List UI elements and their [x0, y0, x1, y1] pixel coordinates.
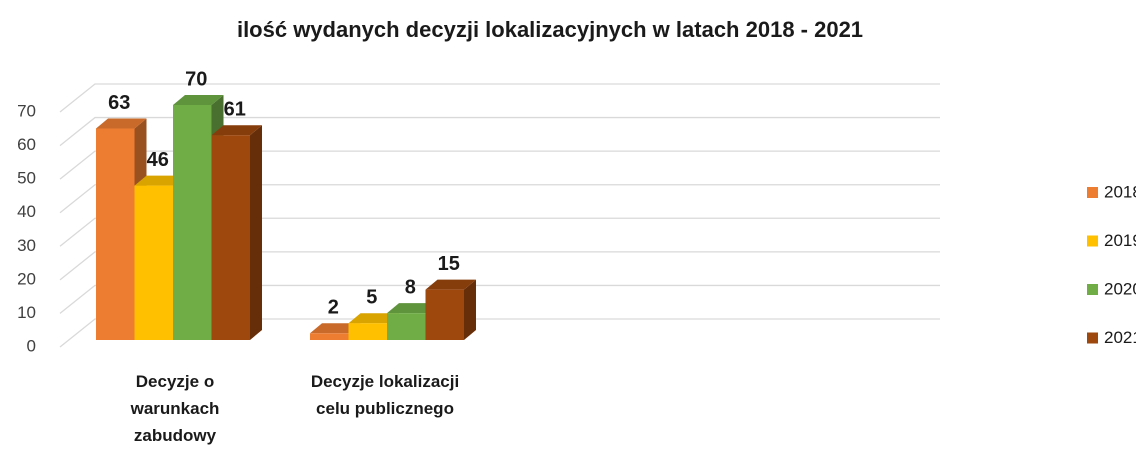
- y-tick-label: 20: [17, 269, 36, 288]
- bar: [425, 289, 464, 340]
- legend-swatch: [1087, 284, 1098, 295]
- data-label: 63: [108, 92, 130, 114]
- data-label: 8: [405, 276, 416, 298]
- y-tick-label: 40: [17, 202, 36, 221]
- bar: [387, 313, 426, 340]
- bar-top: [211, 125, 262, 136]
- legend-label: 2019 r.: [1104, 231, 1136, 250]
- bar-top: [96, 118, 147, 129]
- y-tick-label: 30: [17, 236, 36, 255]
- grid-line: [59, 83, 940, 113]
- grid-line: [59, 184, 940, 214]
- bar-top: [425, 279, 476, 290]
- bar: [173, 105, 212, 340]
- chart-title: ilość wydanych decyzji lokalizacyjnych w…: [237, 17, 863, 42]
- legend-label: 2021: [1104, 328, 1136, 347]
- bar: [134, 185, 173, 340]
- bar-top: [348, 313, 399, 324]
- bar: [348, 323, 387, 340]
- grid-line: [59, 217, 940, 247]
- y-tick-label: 50: [17, 169, 36, 188]
- data-label: 2: [328, 297, 339, 319]
- grid-line: [59, 116, 940, 147]
- category-label: Decyzje o warunkach zabudowy: [130, 372, 220, 445]
- legend-label: 2018 r.: [1104, 182, 1136, 201]
- legend-swatch: [1087, 235, 1098, 247]
- grid-line: [59, 318, 940, 348]
- grid-line: [59, 150, 940, 180]
- bar-top: [310, 323, 361, 334]
- bar: [96, 128, 135, 340]
- y-tick-label: 0: [27, 336, 36, 355]
- data-label: 15: [438, 253, 460, 275]
- legend-swatch: [1087, 332, 1098, 344]
- bar-side: [250, 125, 262, 340]
- data-label: 61: [224, 98, 246, 120]
- y-tick-label: 60: [17, 135, 36, 154]
- grid-line: [59, 284, 940, 314]
- legend-label: 2020 r.: [1104, 279, 1136, 298]
- bar-top: [387, 303, 438, 314]
- bar: [211, 135, 250, 340]
- data-label: 46: [147, 149, 169, 171]
- bar: [310, 333, 349, 340]
- bar-side: [464, 279, 476, 340]
- category-label: Decyzje lokalizacji celu publicznego: [310, 372, 460, 418]
- data-label: 70: [185, 68, 207, 90]
- bar-top: [173, 95, 224, 105]
- data-label: 5: [366, 286, 377, 308]
- bar-top: [134, 175, 185, 186]
- y-tick-label: 10: [17, 303, 36, 322]
- y-tick-label: 70: [17, 101, 36, 120]
- legend-swatch: [1087, 187, 1098, 198]
- grid-line: [59, 251, 940, 281]
